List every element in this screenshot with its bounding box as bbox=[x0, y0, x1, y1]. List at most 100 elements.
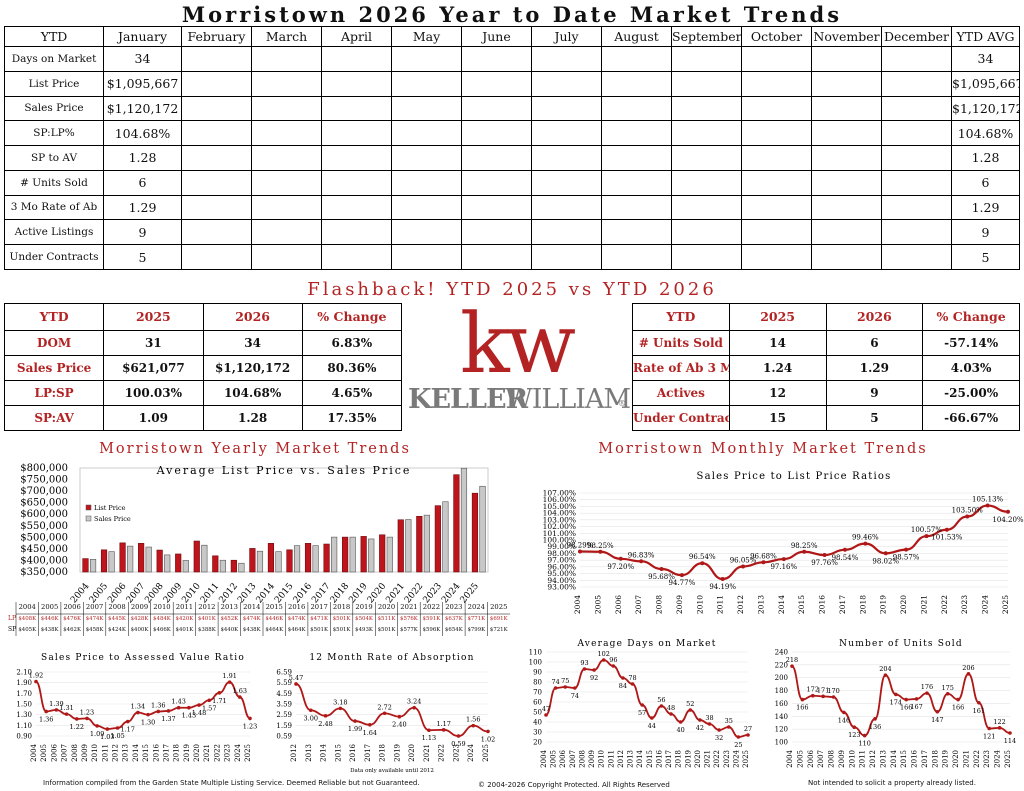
x-tick-label: 2018 bbox=[173, 744, 181, 762]
data-label: 1.92 bbox=[29, 672, 43, 680]
y-tick-label: 100 bbox=[775, 739, 788, 747]
y-tick-label: 4.59 bbox=[276, 690, 292, 698]
x-tick-label: 2024 bbox=[467, 743, 475, 761]
keller-williams-logo: kw KELLER WILLIAMS ® bbox=[408, 306, 630, 415]
ytd-empty-cell bbox=[881, 169, 952, 196]
data-point bbox=[412, 705, 416, 710]
x-tick-label: 2005 bbox=[40, 744, 48, 762]
table-cell: 2010 bbox=[153, 603, 170, 611]
data-label: 1.43 bbox=[182, 712, 196, 720]
y-tick-label: 106.00% bbox=[543, 495, 576, 504]
data-label: 100.57% bbox=[911, 526, 942, 534]
data-point bbox=[862, 733, 867, 738]
data-point bbox=[679, 573, 684, 578]
ytd-empty-cell bbox=[811, 46, 882, 72]
table-cell: $464K bbox=[265, 627, 284, 633]
x-tick-label: 2015 bbox=[334, 744, 342, 762]
ytd-empty-cell bbox=[601, 244, 672, 270]
list-price-bar bbox=[267, 543, 275, 573]
data-point bbox=[618, 556, 623, 561]
table-cell: 2006 bbox=[63, 603, 80, 611]
ytd-empty-cell bbox=[741, 169, 812, 196]
data-point bbox=[598, 549, 603, 554]
ytd-table-header: YTD January February March April May June July A… bbox=[4, 26, 1020, 47]
ytd-empty-cell bbox=[251, 70, 322, 97]
ytd-row: SP:LP% 104.68% 104.68% bbox=[4, 120, 1020, 147]
x-tick-label: 2015 bbox=[142, 744, 150, 762]
table-cell: $501K bbox=[378, 627, 397, 633]
flashback-cell: $1,120,172 bbox=[202, 354, 303, 381]
flashback-cell: 1.09 bbox=[103, 404, 204, 432]
x-tick-label: 2007 bbox=[61, 744, 69, 762]
table-cell: $458K bbox=[86, 627, 105, 633]
x-tick-label: 2014 bbox=[777, 595, 786, 614]
table-cell: $438K bbox=[41, 627, 60, 633]
x-tick-label: 2009 bbox=[588, 750, 596, 768]
x-tick-label: 2006 bbox=[559, 749, 567, 767]
data-point bbox=[821, 694, 825, 699]
table-cell: 2022 bbox=[423, 603, 440, 611]
table-cell: 2019 bbox=[355, 603, 372, 611]
ytd-empty-cell bbox=[321, 169, 392, 196]
x-tick-label: 2013 bbox=[305, 744, 313, 762]
flashback-row-label: # Units Sold bbox=[632, 329, 730, 356]
ytd-empty-cell bbox=[391, 145, 462, 171]
flashback-row-label: DOM bbox=[3, 329, 105, 356]
data-label: 1.57 bbox=[202, 704, 216, 712]
ytd-row-label: 3 Mo Rate of Ab bbox=[4, 194, 104, 221]
y-tick-label: 200 bbox=[775, 674, 788, 682]
flashback-header-cell: % Change bbox=[301, 303, 403, 331]
table-cell: $424K bbox=[108, 627, 127, 633]
flashback-cell: -57.14% bbox=[922, 329, 1020, 356]
table-cell: $721K bbox=[490, 627, 509, 633]
data-point bbox=[441, 728, 446, 732]
x-tick-label: 2012 bbox=[869, 750, 877, 768]
data-point bbox=[592, 668, 596, 672]
ytd-empty-cell bbox=[881, 95, 952, 122]
table-cell: $501K bbox=[310, 627, 329, 633]
sp-av-ratio-chart: Sales Price to Assessed Value Ratio 0.90 1… bbox=[16, 648, 257, 762]
y-tick-label: $750,000 bbox=[20, 475, 68, 486]
data-label: 101.53% bbox=[931, 534, 962, 542]
x-tick-label: 2025 bbox=[1004, 750, 1012, 768]
ytd-row: 3 Mo Rate of Ab 1.29 1.29 bbox=[4, 194, 1020, 221]
data-label: 84 bbox=[619, 682, 627, 690]
y-tick-label: 1.10 bbox=[16, 722, 32, 730]
ytd-avg-value: 1.28 bbox=[951, 145, 1020, 171]
data-label: 0.59 bbox=[451, 740, 465, 748]
flashback-row: Actives 12 9 -25.00% bbox=[632, 379, 1020, 406]
data-label: 102 bbox=[598, 650, 610, 658]
data-point bbox=[904, 547, 909, 552]
data-label: 1.43 bbox=[171, 698, 185, 706]
ytd-header-cell: May bbox=[391, 26, 462, 47]
ytd-empty-cell bbox=[181, 219, 252, 246]
ytd-header-cell: YTD AVG bbox=[951, 26, 1020, 47]
flashback-row-label: Under Contracts bbox=[632, 404, 730, 432]
data-point bbox=[924, 534, 929, 539]
data-point bbox=[601, 658, 606, 662]
data-label: 32 bbox=[715, 734, 723, 742]
data-label: 206 bbox=[962, 664, 974, 672]
sales-price-bar bbox=[423, 514, 430, 573]
table-cell: $591K bbox=[423, 616, 442, 622]
data-label: 96.54% bbox=[689, 553, 716, 561]
x-tick-label: 2020 bbox=[899, 595, 908, 614]
chart-note: Data only available until 2012 bbox=[350, 768, 434, 773]
flashback-cell: $621,077 bbox=[103, 354, 204, 381]
data-label: 167 bbox=[910, 703, 922, 711]
data-point bbox=[669, 712, 673, 716]
ytd-january-value: 104.68% bbox=[103, 120, 182, 147]
ytd-january-value: 1.28 bbox=[103, 145, 182, 171]
data-point bbox=[582, 667, 587, 671]
ytd-empty-cell bbox=[671, 194, 742, 221]
data-label: 2.40 bbox=[392, 721, 406, 729]
ytd-header-cell: March bbox=[251, 26, 322, 47]
x-tick-label: 2015 bbox=[900, 750, 908, 768]
data-label: 3.18 bbox=[333, 698, 347, 706]
y-tick-label: 220 bbox=[775, 661, 788, 669]
table-cell: $462K bbox=[63, 627, 82, 633]
ytd-row: Days on Market 34 34 bbox=[4, 46, 1020, 72]
x-tick-label: 2012 bbox=[112, 744, 120, 762]
page-title: Morristown 2026 Year to Date Market Tren… bbox=[181, 2, 843, 27]
data-label: 1.17 bbox=[120, 726, 134, 734]
